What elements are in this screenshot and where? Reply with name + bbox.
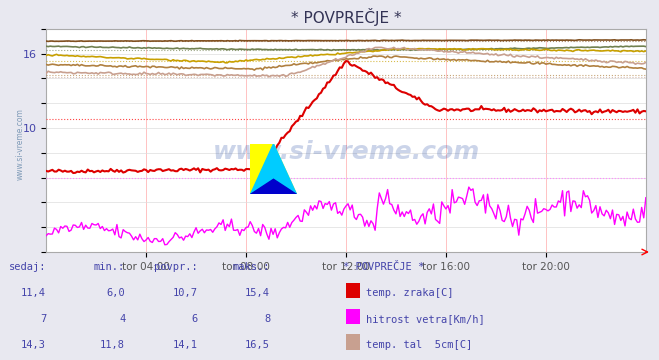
Text: 8: 8 bbox=[264, 314, 270, 324]
Text: hitrost vetra[Km/h]: hitrost vetra[Km/h] bbox=[366, 314, 484, 324]
Text: 14,1: 14,1 bbox=[173, 340, 198, 350]
Text: 16,5: 16,5 bbox=[245, 340, 270, 350]
Text: 11,8: 11,8 bbox=[100, 340, 125, 350]
Text: 4: 4 bbox=[119, 314, 125, 324]
Text: 14,3: 14,3 bbox=[21, 340, 46, 350]
Text: 10,7: 10,7 bbox=[173, 288, 198, 298]
Polygon shape bbox=[250, 179, 297, 194]
Text: temp. tal  5cm[C]: temp. tal 5cm[C] bbox=[366, 340, 472, 350]
Text: 6,0: 6,0 bbox=[107, 288, 125, 298]
Text: min.:: min.: bbox=[94, 262, 125, 272]
Text: povpr.:: povpr.: bbox=[154, 262, 198, 272]
Title: * POVPREČJE *: * POVPREČJE * bbox=[291, 8, 401, 26]
Text: 15,4: 15,4 bbox=[245, 288, 270, 298]
Text: 11,4: 11,4 bbox=[21, 288, 46, 298]
Text: * POVPREČJE *: * POVPREČJE * bbox=[343, 262, 424, 272]
Text: 6: 6 bbox=[192, 314, 198, 324]
Text: 7: 7 bbox=[40, 314, 46, 324]
Text: www.si-vreme.com: www.si-vreme.com bbox=[15, 108, 24, 180]
Text: sedaj:: sedaj: bbox=[9, 262, 46, 272]
Text: temp. zraka[C]: temp. zraka[C] bbox=[366, 288, 453, 298]
Text: maks.:: maks.: bbox=[233, 262, 270, 272]
Polygon shape bbox=[250, 144, 297, 194]
Text: www.si-vreme.com: www.si-vreme.com bbox=[212, 140, 480, 163]
Polygon shape bbox=[250, 144, 297, 194]
